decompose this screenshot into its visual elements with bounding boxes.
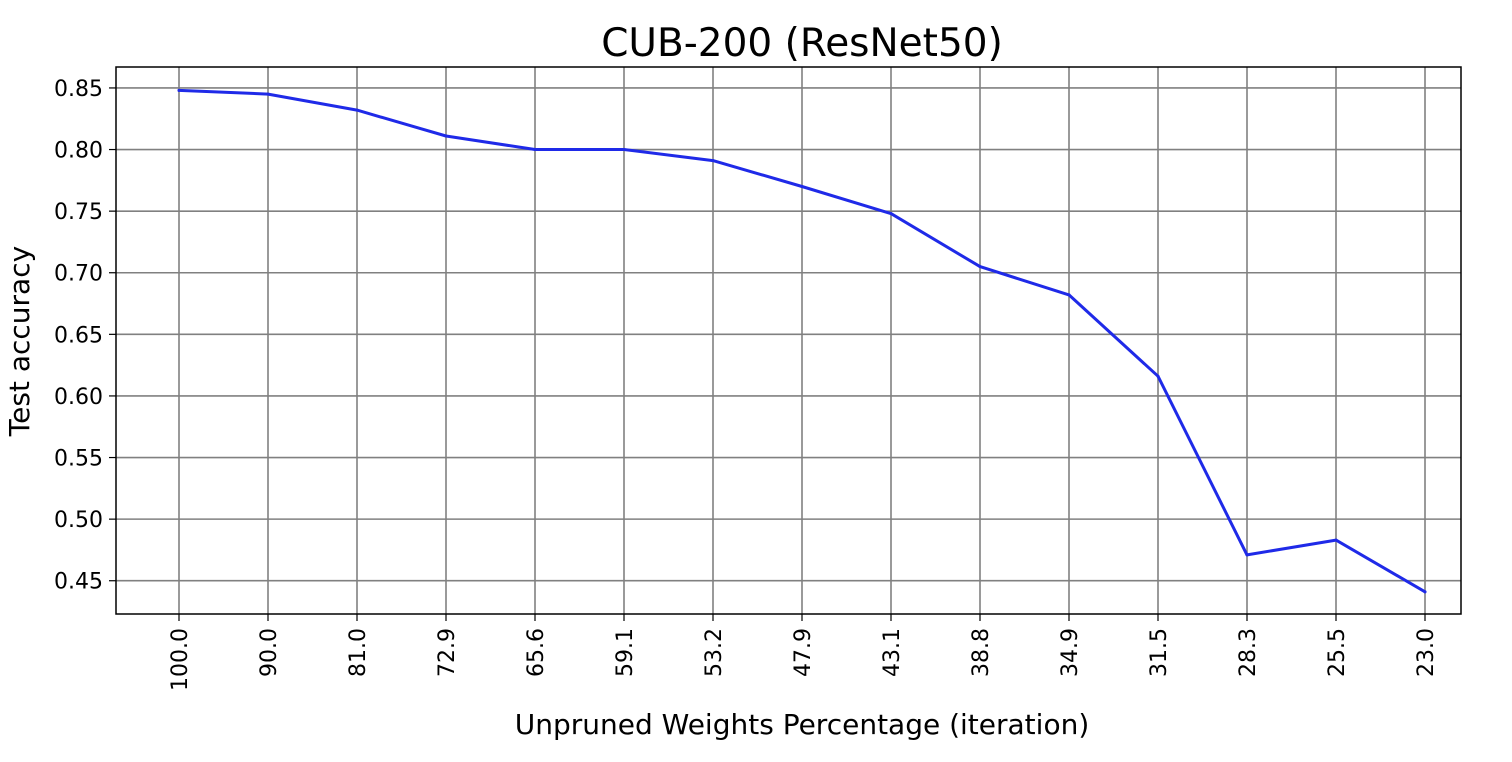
x-tick-label: 31.5 (1147, 628, 1172, 677)
data-point (444, 134, 448, 138)
x-tick-label: 65.6 (524, 628, 549, 677)
x-tick-label: 38.8 (969, 628, 994, 677)
y-tick-label: 0.55 (54, 447, 103, 472)
y-tick-label: 0.85 (54, 77, 103, 102)
y-tick-label: 0.75 (54, 200, 103, 225)
data-point (1067, 293, 1071, 297)
x-tick-label: 47.9 (791, 628, 816, 677)
series (177, 88, 1427, 594)
x-tick-label: 90.0 (257, 628, 282, 677)
y-tick-label: 0.65 (54, 323, 103, 348)
x-tick-label: 25.5 (1325, 628, 1350, 677)
data-point (533, 148, 537, 152)
x-tick-label: 34.9 (1058, 628, 1083, 677)
y-tick-label: 0.50 (54, 508, 103, 533)
x-tick-label: 59.1 (613, 628, 638, 677)
x-axis-title: Unpruned Weights Percentage (iteration) (515, 708, 1090, 741)
y-tick-labels: 0.45 0.50 0.55 0.60 0.65 0.70 0.75 0.80 0.85 (54, 77, 103, 595)
data-point (266, 92, 270, 96)
data-point (355, 108, 359, 112)
x-tick-label: 43.1 (880, 628, 905, 677)
data-point (800, 185, 804, 189)
y-tick-label: 0.60 (54, 385, 103, 410)
data-point (1156, 374, 1160, 378)
data-point (1423, 590, 1427, 594)
x-tick-label: 72.9 (435, 628, 460, 677)
tick-marks (109, 87, 1426, 621)
data-point (978, 265, 982, 269)
y-axis-title: Test accuracy (3, 246, 36, 437)
plot-frame (115, 66, 1462, 615)
x-tick-label: 28.3 (1236, 628, 1261, 677)
y-tick-label: 0.70 (54, 262, 103, 287)
data-point (1334, 538, 1338, 542)
data-point (1245, 553, 1249, 557)
chart-title: CUB-200 (ResNet50) (601, 21, 1003, 66)
y-tick-label: 0.45 (54, 570, 103, 595)
x-tick-label: 53.2 (702, 628, 727, 677)
data-point (622, 148, 626, 152)
data-point (889, 212, 893, 216)
x-tick-label: 81.0 (346, 628, 371, 677)
grid (116, 67, 1461, 614)
y-tick-label: 0.80 (54, 139, 103, 164)
x-tick-label: 23.0 (1414, 628, 1439, 677)
data-point (711, 159, 715, 163)
data-point (177, 88, 181, 92)
x-tick-label: 100.0 (168, 628, 193, 691)
x-tick-labels: 100.0 90.0 81.0 72.9 65.6 59.1 53.2 47.9 43.1 38.… (168, 628, 1439, 691)
